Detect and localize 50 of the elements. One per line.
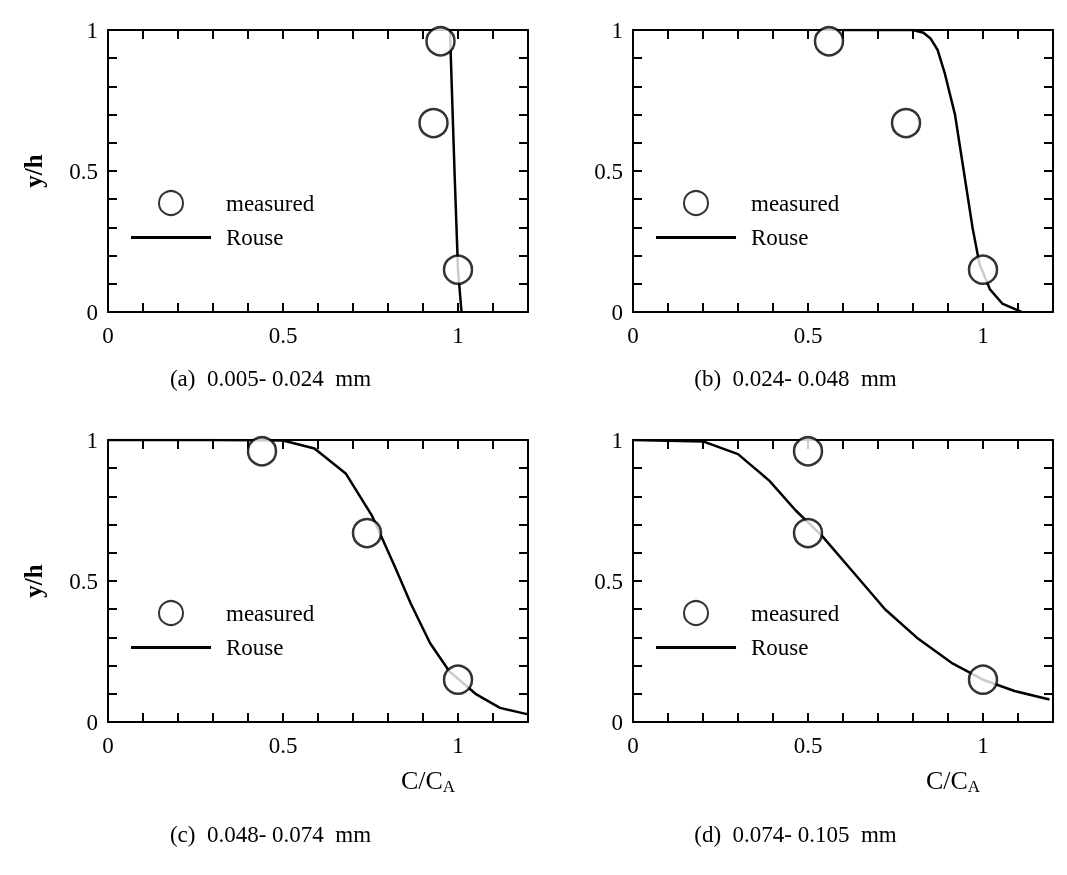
y-tick-label: 0 [86, 299, 98, 325]
x-tick-label: 0.5 [268, 323, 298, 348]
x-tick-label: 1 [977, 323, 989, 348]
x-tick-label: 0.5 [268, 733, 298, 758]
point [442, 254, 474, 285]
point [442, 664, 474, 695]
legend-label: Rouse [751, 635, 809, 660]
x-tick-label: 0 [102, 733, 114, 758]
y-tick-label: 0.5 [69, 568, 98, 594]
point [246, 436, 278, 467]
point [890, 107, 922, 139]
legend-label: measured [751, 600, 840, 626]
y-tick-label: 0.5 [594, 568, 623, 594]
y-tick-label: 1 [86, 427, 98, 453]
y-tick-label: 0 [611, 709, 623, 735]
point [967, 254, 999, 285]
x-tick-label: 0 [102, 323, 114, 348]
legend-label: measured [226, 190, 315, 216]
x-tick-label: 1 [977, 733, 989, 758]
x-tick-label: 0 [627, 733, 639, 758]
legend-label: Rouse [751, 225, 809, 250]
y-axis-title: y/h [20, 564, 47, 598]
legend-label: Rouse [226, 225, 284, 250]
x-tick-label: 1 [452, 323, 464, 348]
x-tick-label: 0.5 [793, 733, 823, 758]
y-tick-label: 1 [611, 427, 623, 453]
point [813, 26, 845, 57]
point [418, 107, 449, 139]
point [792, 436, 824, 467]
y-tick-label: 0 [611, 299, 623, 325]
point [967, 664, 999, 695]
point [425, 26, 456, 57]
legend-label: measured [751, 190, 840, 216]
y-tick-label: 0 [86, 709, 98, 735]
y-axis-title: y/h [20, 154, 47, 188]
text: (b) 0.024- 0.048 mm [694, 366, 897, 391]
x-tick-label: 0 [627, 323, 639, 348]
text: (a) 0.005- 0.024 mm [169, 366, 372, 391]
y-tick-label: 1 [611, 17, 623, 43]
x-tick-label: 0.5 [793, 323, 823, 348]
legend-label: measured [226, 600, 315, 626]
y-tick-label: 0.5 [69, 158, 98, 184]
x-tick-label: 1 [452, 733, 464, 758]
y-tick-label: 1 [86, 17, 98, 43]
y-tick-label: 0.5 [594, 158, 623, 184]
point [792, 517, 824, 549]
text: (c) 0.048- 0.074 mm [169, 822, 372, 847]
text: (d) 0.074- 0.105 mm [694, 822, 897, 847]
legend-label: Rouse [226, 635, 284, 660]
point [351, 517, 383, 549]
